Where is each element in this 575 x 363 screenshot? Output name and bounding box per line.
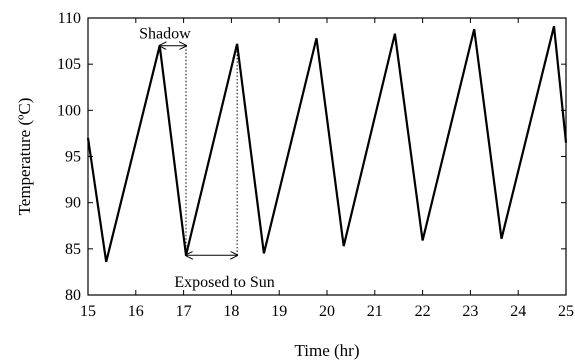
x-tick-label: 18	[223, 303, 239, 320]
ticks: 15 16 17 18 19 20 21 22 23 24 25 80 85 90 95 100 105 110	[57, 10, 574, 320]
y-tick-label: 80	[65, 287, 81, 304]
y-tick-label: 110	[58, 10, 81, 27]
y-tick-label: 100	[57, 102, 81, 119]
x-tick-label: 23	[462, 303, 478, 320]
x-tick-label: 21	[367, 303, 383, 320]
x-tick-label: 17	[176, 303, 192, 320]
x-tick-label: 15	[80, 303, 96, 320]
y-tick-label: 85	[65, 241, 81, 258]
y-tick-label: 90	[65, 195, 81, 212]
x-tick-label: 20	[319, 303, 335, 320]
y-tick-label: 105	[57, 56, 81, 73]
y-axis-label: Temperature (ºC)	[15, 98, 34, 216]
x-tick-label: 24	[510, 303, 526, 320]
annotation-label: Shadow	[139, 26, 191, 43]
x-tick-label: 22	[415, 303, 431, 320]
x-tick-label: 19	[271, 303, 287, 320]
x-tick-label: 25	[558, 303, 574, 320]
x-tick-label: 16	[128, 303, 144, 320]
y-tick-label: 95	[65, 149, 81, 166]
annotations: Shadow Exposed to Sun	[139, 26, 275, 291]
plot-area	[86, 17, 568, 296]
temperature-series-line	[86, 26, 568, 263]
annotation-label: Exposed to Sun	[174, 274, 274, 291]
plot-frame	[87, 17, 567, 296]
x-axis-label: Time (hr)	[294, 341, 359, 360]
